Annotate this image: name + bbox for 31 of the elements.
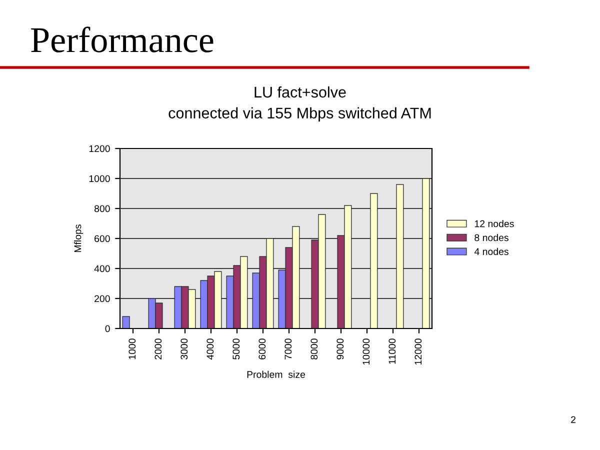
y-tick-label: 200 <box>94 295 110 302</box>
y-tick-label: 0 <box>105 325 110 332</box>
y-tick-label: 1200 <box>89 145 110 152</box>
y-tick-label: 1000 <box>89 175 110 182</box>
text: 2 <box>571 416 576 423</box>
y-axis-title: Mflops <box>74 224 84 252</box>
x-tick-label: 3000 <box>180 338 188 360</box>
chart-title: Performance <box>31 26 214 52</box>
x-tick-label: 11000 <box>388 338 396 364</box>
bar <box>122 316 130 328</box>
legend-label: 8 nodes <box>474 234 508 242</box>
x-tick-label: 8000 <box>310 338 318 360</box>
legend-label: 12 nodes <box>474 220 514 228</box>
x-tick-label: 9000 <box>336 338 344 360</box>
x-axis-title: Problem size <box>247 370 306 378</box>
bar <box>422 178 430 328</box>
bar <box>396 184 404 328</box>
legend-label: 4 nodes <box>474 248 508 256</box>
y-tick-label: 600 <box>94 235 110 242</box>
y-tick-label: 800 <box>94 205 110 212</box>
x-tick-label: 1000 <box>128 338 136 360</box>
y-tick-label: 400 <box>94 265 110 272</box>
x-tick-label: 6000 <box>258 338 266 360</box>
bar <box>370 193 378 328</box>
x-tick-label: 2000 <box>154 338 162 360</box>
x-tick-label: 12000 <box>414 338 422 365</box>
x-tick-label: 10000 <box>362 338 370 365</box>
x-tick-label: 4000 <box>206 338 214 360</box>
x-tick-label: 7000 <box>284 338 292 360</box>
x-tick-label: 5000 <box>232 338 240 360</box>
chart-subtitle: LU fact+solve connected via 155 Mbps switched ATM <box>168 86 431 122</box>
